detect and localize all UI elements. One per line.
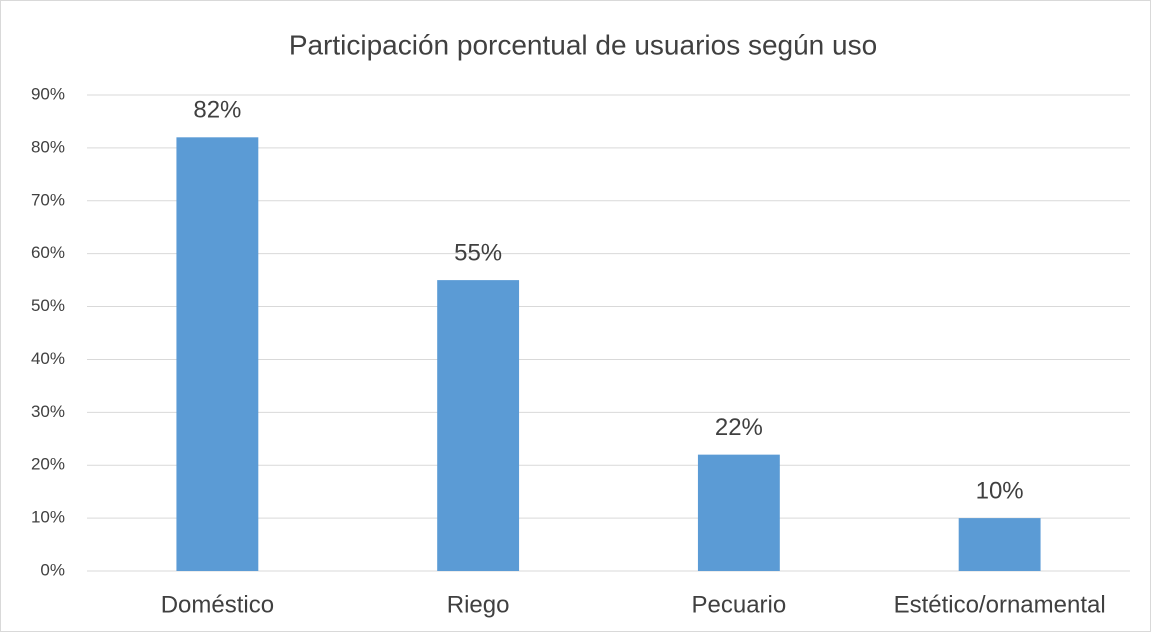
bar: [697, 454, 780, 571]
y-tick-label: 70%: [31, 190, 65, 209]
data-label: 22%: [715, 414, 763, 441]
bar: [958, 518, 1041, 571]
x-tick-label: Estético/ornamental: [894, 591, 1106, 618]
x-tick-label: Pecuario: [692, 591, 787, 618]
data-label: 82%: [193, 97, 241, 124]
data-label: 10%: [976, 477, 1024, 504]
y-tick-label: 40%: [31, 349, 65, 368]
x-tick-label: Doméstico: [161, 591, 274, 618]
y-tick-label: 20%: [31, 455, 65, 474]
y-tick-label: 30%: [31, 402, 65, 421]
bar: [176, 137, 259, 572]
y-tick-label: 90%: [31, 84, 65, 103]
x-tick-label: Riego: [447, 591, 510, 618]
y-tick-label: 60%: [31, 243, 65, 262]
chart-title: Participación porcentual de usuarios seg…: [289, 29, 877, 60]
data-label: 55%: [454, 239, 502, 266]
y-tick-label: 50%: [31, 296, 65, 315]
bar: [437, 280, 520, 571]
y-tick-label: 80%: [31, 137, 65, 156]
y-tick-label: 10%: [31, 508, 65, 527]
y-tick-label: 0%: [40, 560, 65, 579]
